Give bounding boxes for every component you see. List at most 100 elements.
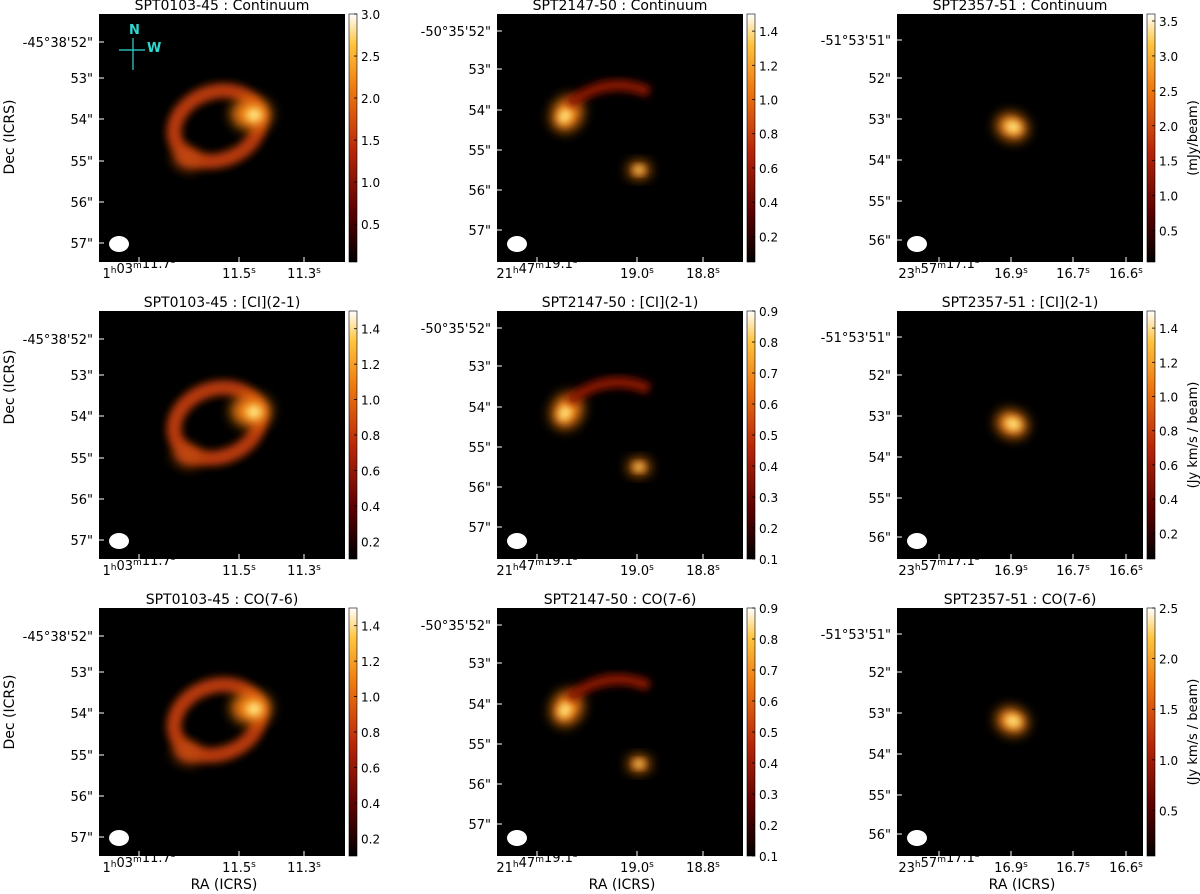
panel-0-2: SPT2357-51 : Continuum -51°53'51" 52" 53" 54… xyxy=(821,0,1200,282)
ra-tick-label: 1h03m11.7s xyxy=(103,553,176,579)
colorbar-tick-label: 0.8 xyxy=(759,128,778,142)
colorbar-tick-label: 0.1 xyxy=(759,553,778,567)
panel-title: SPT0103-45 : [CI](2-1) xyxy=(144,295,301,311)
beam-ellipse xyxy=(507,533,527,549)
colorbar-tick-label: 0.9 xyxy=(759,305,778,319)
x-axis-label-col-0: RA (ICRS) xyxy=(191,877,258,893)
map-background xyxy=(99,608,345,856)
dec-tick-label: 53" xyxy=(70,369,93,384)
dec-tick-label: 55" xyxy=(868,492,891,507)
emission-blob xyxy=(173,742,201,764)
panel-title: SPT2357-51 : CO(7-6) xyxy=(944,592,1097,608)
colorbar-tick-label: 1.2 xyxy=(759,59,778,73)
panel-1-0: SPT0103-45 : [CI](2-1) -45°38'52" 53" 54" 55… xyxy=(23,295,380,579)
dec-tick-label: 56" xyxy=(70,196,93,211)
dec-tick-label: -50°35'52" xyxy=(421,619,491,634)
colorbar-tick-label: 0.3 xyxy=(759,788,778,802)
panel-2-1: SPT2147-50 : CO(7-6) -50°35'52" 53" 54" 55" 5… xyxy=(421,592,778,876)
map-background xyxy=(497,608,743,856)
dec-tick-label: 57" xyxy=(468,224,491,239)
colorbar-tick-label: 0.6 xyxy=(1159,459,1178,473)
beam-ellipse xyxy=(907,830,927,846)
colorbar-tick-label: 3.5 xyxy=(1159,15,1178,29)
panel-title: SPT0103-45 : Continuum xyxy=(135,0,310,14)
ra-tick-label: 11.3s xyxy=(287,563,321,579)
colorbar-tick-label: 0.2 xyxy=(1159,527,1178,541)
dec-tick-label: 57" xyxy=(70,534,93,549)
panel-title: SPT2147-50 : CO(7-6) xyxy=(544,592,697,608)
beam-ellipse xyxy=(507,830,527,846)
emission-blob xyxy=(1005,120,1021,134)
ra-tick-label: 23h57m17.1s xyxy=(898,553,980,579)
ra-tick-label: 16.7s xyxy=(1056,266,1090,282)
colorbar-tick-label: 2.0 xyxy=(361,92,380,106)
dec-tick-label: 54" xyxy=(868,748,891,763)
dec-tick-label: -51°53'51" xyxy=(821,331,891,346)
colorbar-tick-label: 1.2 xyxy=(1159,356,1178,370)
colorbar-tick-label: 0.8 xyxy=(759,633,778,647)
ra-tick-label: 16.6s xyxy=(1109,563,1143,579)
colorbar-tick-label: 1.0 xyxy=(1159,190,1178,204)
dec-tick-label: -51°53'51" xyxy=(821,628,891,643)
ra-tick-label: 16.7s xyxy=(1056,563,1090,579)
dec-tick-label: 56" xyxy=(468,481,491,496)
colorbar-unit-label: (mJy/beam) xyxy=(1186,100,1200,176)
ra-tick-label: 11.5s xyxy=(222,563,256,579)
dec-tick-label: -51°53'51" xyxy=(821,34,891,49)
dec-tick-label: 55" xyxy=(468,144,491,159)
x-axis-label-col-1: RA (ICRS) xyxy=(589,877,656,893)
colorbar-tick-label: 0.7 xyxy=(759,664,778,678)
colorbar-tick-label: 0.4 xyxy=(759,196,778,210)
ra-tick-label: 11.5s xyxy=(222,266,256,282)
emission-blob xyxy=(173,148,201,170)
emission-blob xyxy=(558,108,572,124)
colorbar-unit-label: (Jy km/s / beam) xyxy=(1186,382,1200,489)
panel-2-0: SPT0103-45 : CO(7-6) -45°38'52" 53" 54" 55" 5… xyxy=(23,592,380,876)
colorbar-tick-label: 0.2 xyxy=(759,522,778,536)
colorbar: 0.1 0.2 0.3 0.4 0.5 0.6 0.7 0.8 0.9 xyxy=(746,305,778,567)
emission-blob xyxy=(246,702,262,716)
dec-tick-label: -50°35'52" xyxy=(421,322,491,337)
ra-tick-label: 23h57m17.1s xyxy=(898,850,980,876)
emission-blob xyxy=(246,405,262,419)
ra-tick-label: 23h57m17.1s xyxy=(898,256,980,282)
emission-blob xyxy=(634,760,644,768)
panel-0-0: NW SPT0103-45 : Continuum -45°38'52" 53" 54"… xyxy=(23,0,380,282)
map-background xyxy=(497,14,743,262)
colorbar-tick-label: 0.8 xyxy=(361,726,380,740)
emission-blob xyxy=(1005,417,1021,431)
dec-tick-label: 53" xyxy=(868,707,891,722)
map-background xyxy=(497,311,743,559)
ra-tick-label: 16.9s xyxy=(994,563,1028,579)
colorbar: 0.5 1.0 1.5 2.0 2.5 3.0 xyxy=(348,8,380,263)
dec-tick-label: 53" xyxy=(468,360,491,375)
colorbar-tick-label: 1.0 xyxy=(759,94,778,108)
dec-tick-label: 55" xyxy=(70,155,93,170)
dec-tick-label: 55" xyxy=(468,441,491,456)
colorbar-tick-label: 0.4 xyxy=(361,797,380,811)
dec-tick-label: 54" xyxy=(468,104,491,119)
ra-tick-label: 21h47m19.1s xyxy=(496,553,578,579)
colorbar-tick-label: 1.5 xyxy=(361,134,380,148)
ra-tick-label: 11.3s xyxy=(287,266,321,282)
emission-blob xyxy=(634,166,644,174)
beam-ellipse xyxy=(907,236,927,252)
panel-title: SPT2147-50 : [CI](2-1) xyxy=(542,295,699,311)
ra-tick-label: 19.0s xyxy=(620,563,654,579)
colorbar-tick-label: 0.2 xyxy=(759,819,778,833)
dec-tick-label: 52" xyxy=(868,72,891,87)
dec-tick-label: 54" xyxy=(868,451,891,466)
emission-map xyxy=(166,677,271,764)
colorbar-tick-label: 0.8 xyxy=(1159,425,1178,439)
colorbar-gradient xyxy=(1146,310,1156,560)
ra-tick-label: 16.7s xyxy=(1056,860,1090,876)
colorbar-tick-label: 0.8 xyxy=(759,336,778,350)
emission-blob xyxy=(558,702,572,718)
ra-tick-label: 19.0s xyxy=(620,860,654,876)
ra-tick-label: 16.9s xyxy=(994,266,1028,282)
colorbar-tick-label: 0.6 xyxy=(361,761,380,775)
ra-tick-label: 11.3s xyxy=(287,860,321,876)
emission-arc xyxy=(565,79,652,109)
colorbar-tick-label: 0.2 xyxy=(361,832,380,846)
